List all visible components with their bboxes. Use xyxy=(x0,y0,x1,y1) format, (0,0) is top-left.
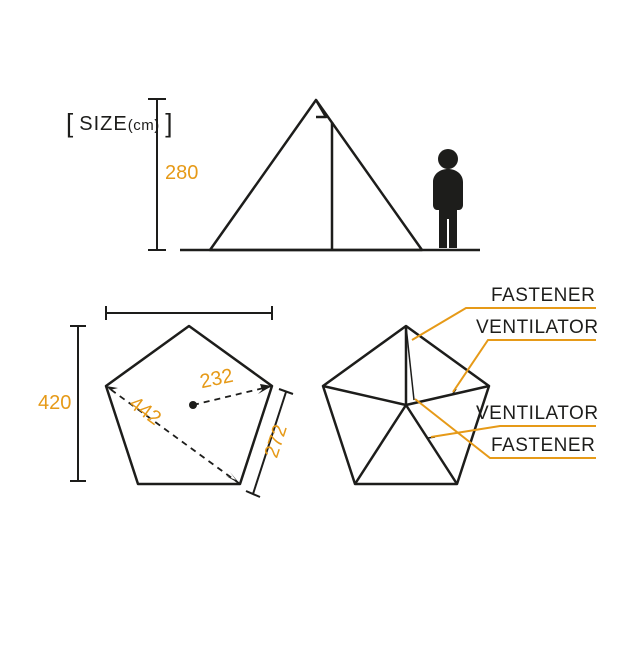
arrowheads xyxy=(106,384,272,484)
bracket-close: ] xyxy=(165,108,173,138)
tent-side-view xyxy=(210,100,422,250)
depth-dimension xyxy=(70,326,86,481)
size-title: [ SIZE(cm) ] xyxy=(66,108,173,139)
callout-fastener-top: FASTENER xyxy=(491,285,595,307)
callout-ventilator-bottom: VENTILATOR xyxy=(476,403,599,425)
dim-height: 280 xyxy=(165,162,198,185)
size-unit: (cm) xyxy=(128,117,160,134)
dim-depth: 420 xyxy=(38,392,71,415)
diagram-canvas: [ SIZE(cm) ] 280 420 442 232 272 FASTENE… xyxy=(0,0,640,640)
center-point xyxy=(189,401,197,409)
size-word: SIZE xyxy=(79,113,127,135)
bracket-open: [ xyxy=(66,108,74,138)
top-width-bracket xyxy=(106,306,272,320)
pentagon-top-view xyxy=(323,326,489,484)
callout-fastener-bottom: FASTENER xyxy=(491,435,595,457)
person-icon xyxy=(433,149,463,248)
callout-ventilator-top: VENTILATOR xyxy=(476,317,599,339)
